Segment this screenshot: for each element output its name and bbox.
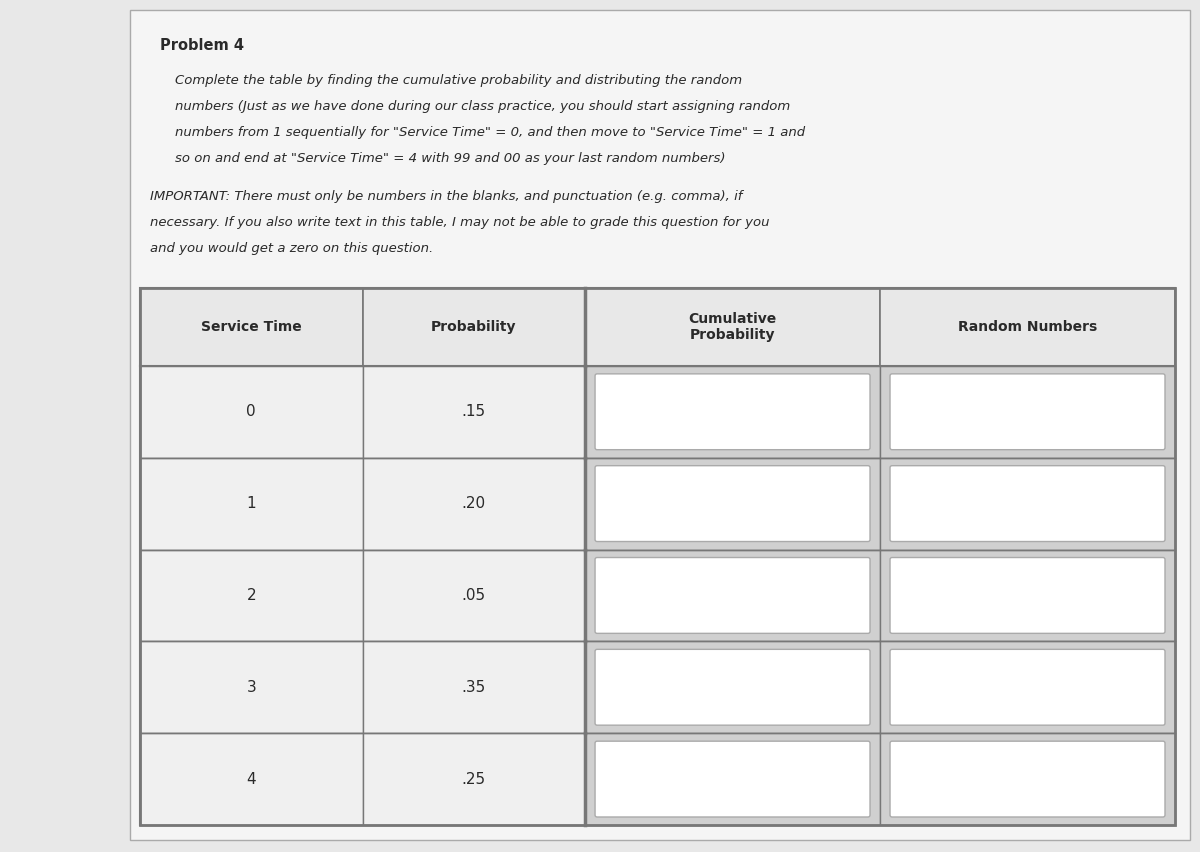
Text: Probability: Probability xyxy=(431,320,516,334)
Bar xyxy=(586,550,880,642)
Text: .15: .15 xyxy=(462,405,486,419)
Bar xyxy=(586,734,880,825)
Bar xyxy=(586,366,880,458)
Text: 4: 4 xyxy=(246,772,256,786)
Bar xyxy=(362,550,586,642)
Text: IMPORTANT: There must only be numbers in the blanks, and punctuation (e.g. comma: IMPORTANT: There must only be numbers in… xyxy=(150,190,743,203)
Bar xyxy=(140,366,362,458)
Bar xyxy=(140,288,1175,825)
Bar xyxy=(362,642,586,734)
Text: 0: 0 xyxy=(246,405,256,419)
Bar xyxy=(880,734,1175,825)
Bar xyxy=(130,10,1190,840)
Bar xyxy=(880,550,1175,642)
Bar xyxy=(140,458,362,550)
Text: so on and end at "Service Time" = 4 with 99 and 00 as your last random numbers): so on and end at "Service Time" = 4 with… xyxy=(175,152,726,165)
FancyBboxPatch shape xyxy=(890,466,1165,542)
Bar xyxy=(880,642,1175,734)
Bar xyxy=(140,288,362,366)
Text: 1: 1 xyxy=(246,496,256,511)
Bar xyxy=(140,642,362,734)
Bar xyxy=(362,734,586,825)
Text: 3: 3 xyxy=(246,680,256,694)
Bar xyxy=(140,550,362,642)
FancyBboxPatch shape xyxy=(595,374,870,450)
FancyBboxPatch shape xyxy=(890,374,1165,450)
Text: necessary. If you also write text in this table, I may not be able to grade this: necessary. If you also write text in thi… xyxy=(150,216,769,229)
Text: and you would get a zero on this question.: and you would get a zero on this questio… xyxy=(150,242,433,255)
Text: .20: .20 xyxy=(462,496,486,511)
FancyBboxPatch shape xyxy=(890,741,1165,817)
FancyBboxPatch shape xyxy=(595,741,870,817)
Bar xyxy=(880,458,1175,550)
Text: .25: .25 xyxy=(462,772,486,786)
Text: .35: .35 xyxy=(462,680,486,694)
FancyBboxPatch shape xyxy=(890,557,1165,633)
Bar xyxy=(586,288,880,366)
FancyBboxPatch shape xyxy=(595,649,870,725)
Text: numbers (Just as we have done during our class practice, you should start assign: numbers (Just as we have done during our… xyxy=(175,100,791,113)
FancyBboxPatch shape xyxy=(595,466,870,542)
Text: .05: .05 xyxy=(462,588,486,603)
Bar xyxy=(362,458,586,550)
Bar xyxy=(140,734,362,825)
Bar xyxy=(586,642,880,734)
Bar xyxy=(362,288,586,366)
Text: numbers from 1 sequentially for "Service Time" = 0, and then move to "Service Ti: numbers from 1 sequentially for "Service… xyxy=(175,126,805,139)
Bar xyxy=(880,288,1175,366)
Text: 2: 2 xyxy=(246,588,256,603)
Bar xyxy=(880,366,1175,458)
Text: Random Numbers: Random Numbers xyxy=(958,320,1097,334)
Bar xyxy=(140,288,1175,825)
Text: Cumulative
Probability: Cumulative Probability xyxy=(689,312,776,342)
Bar xyxy=(586,458,880,550)
Bar xyxy=(362,366,586,458)
Text: Problem 4: Problem 4 xyxy=(160,38,244,53)
Text: Service Time: Service Time xyxy=(200,320,301,334)
FancyBboxPatch shape xyxy=(595,557,870,633)
Text: Complete the table by finding the cumulative probability and distributing the ra: Complete the table by finding the cumula… xyxy=(175,74,742,87)
FancyBboxPatch shape xyxy=(890,649,1165,725)
